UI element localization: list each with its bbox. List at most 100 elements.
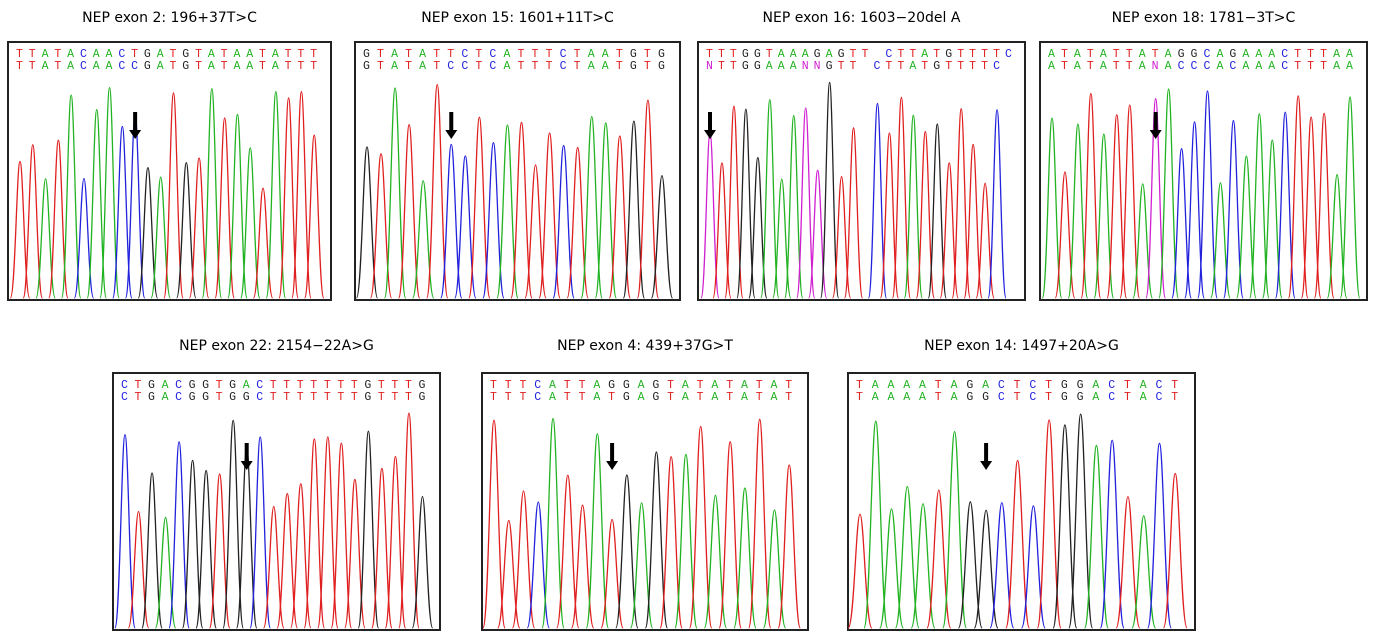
base: T [697, 391, 704, 404]
base: T [1045, 379, 1052, 392]
base: A [778, 48, 785, 61]
trace-peak [724, 105, 744, 299]
base: G [1077, 379, 1084, 392]
base: C [256, 379, 263, 392]
base: T [756, 391, 763, 404]
base: G [144, 60, 151, 73]
trace-peak [1099, 439, 1125, 629]
base: T [1171, 391, 1178, 404]
base: N [706, 60, 713, 73]
base: T [785, 391, 792, 404]
base: T [1124, 379, 1131, 392]
base: A [1165, 48, 1172, 61]
trace-peak [1339, 96, 1361, 299]
base: T [1294, 48, 1301, 61]
trace-peak [674, 453, 698, 629]
base: A [921, 48, 928, 61]
base: T [54, 48, 61, 61]
base: T [644, 48, 651, 61]
trace-peak [510, 121, 533, 299]
base: T [447, 48, 454, 61]
base: G [966, 391, 973, 404]
panel-frame [481, 372, 809, 631]
trace-peak [1093, 133, 1115, 299]
base: A [1242, 48, 1249, 61]
base: T [1126, 60, 1133, 73]
base: T [935, 391, 942, 404]
base: T [546, 48, 553, 61]
base: T [351, 391, 358, 404]
base: C [256, 391, 263, 404]
trace-peak [86, 108, 107, 299]
base: T [667, 391, 674, 404]
trace-peak [303, 438, 326, 629]
base: C [1178, 60, 1185, 73]
base: T [270, 391, 277, 404]
base: A [602, 60, 609, 73]
base: C [1155, 391, 1162, 404]
trace-peak [622, 120, 646, 299]
base: T [1294, 60, 1301, 73]
base: G [1077, 391, 1084, 404]
base: A [391, 60, 398, 73]
base: C [175, 379, 182, 392]
base: A [826, 48, 833, 61]
base: N [1152, 60, 1159, 73]
trace-peak [398, 412, 420, 629]
trace-peak [1080, 92, 1102, 299]
base: T [897, 60, 904, 73]
base: T [283, 391, 290, 404]
trace-peak [60, 94, 82, 299]
base: T [1045, 391, 1052, 404]
base: T [16, 60, 23, 73]
base: A [208, 60, 215, 73]
base: G [1061, 379, 1068, 392]
base: A [208, 48, 215, 61]
base: A [903, 379, 910, 392]
trace-peak [114, 433, 136, 629]
base: A [233, 48, 240, 61]
base: T [475, 60, 482, 73]
base: T [856, 391, 863, 404]
trace-peak [891, 96, 911, 299]
base: A [909, 60, 916, 73]
base: A [1255, 60, 1262, 73]
base: A [419, 48, 426, 61]
trace-peak [411, 495, 434, 629]
trace-peak [910, 503, 936, 629]
base: A [741, 391, 748, 404]
trace-peak [951, 108, 971, 299]
base: C [560, 60, 567, 73]
base: T [518, 60, 525, 73]
base: T [1113, 60, 1120, 73]
base: A [1165, 60, 1172, 73]
base: T [297, 48, 304, 61]
arrow [1149, 112, 1162, 139]
trace-peak [957, 501, 983, 629]
base: T [1014, 379, 1021, 392]
base: T [697, 379, 704, 392]
trace-peak [820, 81, 840, 299]
trace-peak [1115, 495, 1141, 629]
base: A [106, 60, 113, 73]
base: G [658, 60, 665, 73]
trace-peak [276, 492, 299, 629]
base: A [951, 391, 958, 404]
base: A [93, 48, 100, 61]
base: T [730, 60, 737, 73]
base: T [897, 48, 904, 61]
base: G [982, 391, 989, 404]
base: T [957, 60, 964, 73]
base: T [297, 379, 304, 392]
base: T [766, 48, 773, 61]
trace-peak [426, 83, 449, 299]
trace-peak [9, 160, 31, 299]
trace-peak [963, 143, 983, 299]
base: A [919, 391, 926, 404]
base [862, 60, 869, 73]
panel-frame [697, 41, 1026, 301]
